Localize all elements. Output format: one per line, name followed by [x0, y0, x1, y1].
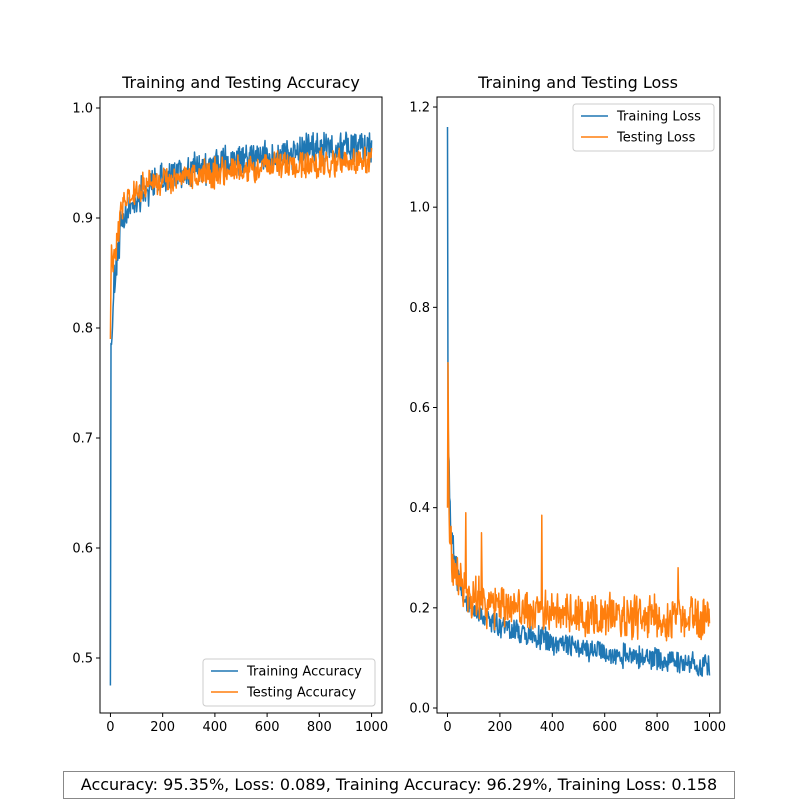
accuracy-chart: Training and Testing Accuracy 0 200 400 600…	[72, 73, 388, 735]
summary-box: Accuracy: 95.35%, Loss: 0.089, Training …	[63, 771, 735, 799]
loss-lines	[446, 126, 711, 677]
y-tick-label: 0.8	[409, 301, 430, 316]
accuracy-plot-frame	[99, 96, 383, 714]
legend-label-1: Testing Accuracy	[246, 686, 356, 701]
accuracy-ticks: 0 200 400 600 800 1000 0.5 0.6 0.7 0.8 0.9 1.0	[72, 102, 388, 736]
y-tick-label: 0.4	[409, 501, 430, 516]
legend-label-0: Training Accuracy	[246, 665, 362, 680]
x-tick-label: 400	[540, 720, 565, 735]
series-line-0	[109, 131, 373, 686]
y-tick-label: 0.9	[72, 212, 93, 227]
x-tick-label: 600	[255, 720, 280, 735]
accuracy-chart-title: Training and Testing Accuracy	[121, 73, 360, 92]
loss-legend: Training Loss Testing Loss	[572, 103, 715, 152]
series-line-1	[109, 146, 373, 340]
x-tick-label: 1000	[355, 720, 388, 735]
legend-label-1: Testing Loss	[616, 131, 696, 146]
y-tick-label: 0.6	[409, 401, 430, 416]
legend-frame	[202, 658, 376, 707]
y-tick-label: 0.8	[72, 322, 93, 337]
loss-ticks: 0 200 400 600 800 1000 0.0 0.2 0.4 0.6 0.8 1.0 1.2	[409, 101, 726, 735]
accuracy-lines	[109, 131, 373, 686]
summary-text: Accuracy: 95.35%, Loss: 0.089, Training …	[80, 775, 718, 794]
x-tick-label: 600	[592, 720, 617, 735]
accuracy-legend: Training Accuracy Testing Accuracy	[202, 658, 376, 707]
x-tick-label: 0	[106, 720, 114, 735]
y-tick-label: 0.2	[409, 601, 430, 616]
x-tick-label: 400	[202, 720, 227, 735]
x-tick-label: 0	[443, 720, 451, 735]
legend-label-0: Training Loss	[616, 110, 701, 125]
x-tick-label: 200	[487, 720, 512, 735]
y-tick-label: 0.5	[72, 652, 93, 667]
x-tick-label: 800	[307, 720, 332, 735]
legend-frame	[572, 103, 715, 152]
x-tick-label: 200	[150, 720, 175, 735]
y-tick-label: 0.6	[72, 542, 93, 557]
y-tick-label: 1.0	[409, 201, 430, 216]
loss-chart: Training and Testing Loss 0 200 400 600 800 1…	[409, 73, 726, 735]
loss-plot-frame	[436, 96, 721, 714]
y-tick-label: 1.0	[72, 102, 93, 117]
y-tick-label: 0.7	[72, 432, 93, 447]
loss-chart-title: Training and Testing Loss	[477, 73, 678, 92]
series-line-0	[446, 126, 711, 677]
x-tick-label: 1000	[693, 720, 726, 735]
y-tick-label: 1.2	[409, 101, 430, 116]
x-tick-label: 800	[645, 720, 670, 735]
series-line-1	[446, 362, 711, 642]
y-tick-label: 0.0	[409, 701, 430, 716]
